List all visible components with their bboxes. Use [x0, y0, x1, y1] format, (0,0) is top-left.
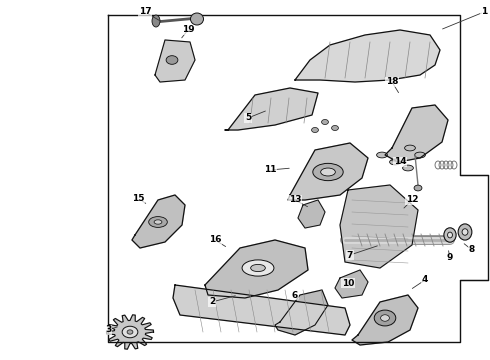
Circle shape [122, 326, 138, 338]
Ellipse shape [444, 228, 456, 242]
Polygon shape [173, 285, 350, 335]
Text: 19: 19 [182, 26, 195, 35]
Ellipse shape [251, 264, 266, 271]
Polygon shape [205, 240, 308, 298]
Ellipse shape [191, 13, 203, 25]
Polygon shape [385, 105, 448, 162]
Polygon shape [352, 295, 418, 345]
Circle shape [332, 126, 339, 131]
Text: 7: 7 [347, 251, 353, 260]
Text: 10: 10 [342, 279, 354, 288]
Text: 15: 15 [132, 194, 144, 202]
Text: 11: 11 [264, 166, 276, 175]
Ellipse shape [242, 260, 274, 276]
Text: 1: 1 [481, 8, 487, 17]
Circle shape [321, 120, 328, 125]
Circle shape [127, 330, 133, 334]
Circle shape [381, 315, 390, 321]
Polygon shape [106, 315, 153, 349]
Text: 2: 2 [209, 297, 215, 306]
Text: 3: 3 [105, 325, 111, 334]
Polygon shape [288, 143, 368, 200]
Polygon shape [340, 185, 418, 268]
Text: 17: 17 [139, 8, 151, 17]
Ellipse shape [462, 229, 468, 235]
Ellipse shape [148, 217, 167, 228]
Polygon shape [335, 270, 368, 298]
Text: 8: 8 [469, 246, 475, 255]
Ellipse shape [390, 159, 400, 165]
Text: 9: 9 [447, 253, 453, 262]
Ellipse shape [152, 15, 160, 27]
Polygon shape [295, 30, 440, 82]
Text: 14: 14 [393, 157, 406, 166]
Polygon shape [132, 195, 185, 248]
Polygon shape [275, 290, 328, 335]
Text: 13: 13 [289, 195, 301, 204]
Polygon shape [298, 200, 325, 228]
Polygon shape [225, 88, 318, 130]
Ellipse shape [313, 163, 343, 181]
Ellipse shape [405, 145, 416, 151]
Circle shape [414, 185, 422, 191]
Ellipse shape [403, 165, 414, 171]
Ellipse shape [377, 152, 388, 158]
Text: 18: 18 [386, 77, 398, 86]
Text: 12: 12 [406, 195, 418, 204]
Polygon shape [155, 40, 195, 82]
Circle shape [166, 56, 178, 64]
Ellipse shape [415, 152, 425, 158]
Circle shape [374, 310, 396, 326]
Text: 6: 6 [292, 291, 298, 300]
Ellipse shape [447, 232, 452, 238]
Ellipse shape [154, 220, 162, 224]
Ellipse shape [458, 224, 472, 240]
Text: 16: 16 [209, 235, 221, 244]
Text: 4: 4 [422, 275, 428, 284]
Text: 5: 5 [245, 113, 251, 122]
Circle shape [312, 127, 318, 132]
Ellipse shape [320, 168, 335, 176]
